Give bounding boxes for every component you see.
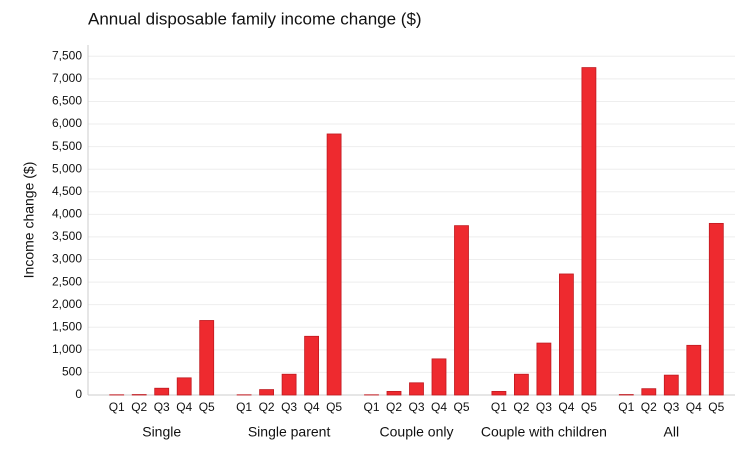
x-tick-label: Q1 xyxy=(363,400,379,414)
bar xyxy=(304,335,320,396)
bar xyxy=(386,390,402,396)
bar xyxy=(686,344,702,396)
y-tick-label: 6,500 xyxy=(52,94,82,108)
x-tick-label: Q4 xyxy=(304,400,320,414)
bar xyxy=(514,373,529,396)
x-tick-label: Q4 xyxy=(558,400,574,414)
x-tick-label: Q1 xyxy=(109,400,125,414)
bar xyxy=(326,133,342,396)
bar xyxy=(559,273,574,396)
y-tick-label: 7,000 xyxy=(52,71,82,85)
x-tick-label: Q1 xyxy=(618,400,634,414)
bar xyxy=(491,390,507,396)
y-tick-label: 3,000 xyxy=(52,252,82,266)
group-label: Single xyxy=(142,424,181,440)
x-tick-label: Q1 xyxy=(491,400,507,414)
chart-title: Annual disposable family income change (… xyxy=(88,9,422,28)
y-tick-label: 4,500 xyxy=(52,184,82,198)
bar xyxy=(281,373,297,396)
x-tick-label: Q2 xyxy=(259,400,275,414)
bar xyxy=(199,320,215,396)
x-tick-label: Q3 xyxy=(663,400,679,414)
x-tick-label: Q4 xyxy=(176,400,192,414)
x-tick-label: Q4 xyxy=(686,400,702,414)
x-tick-label: Q2 xyxy=(131,400,147,414)
x-tick-label: Q3 xyxy=(408,400,424,414)
y-tick-label: 500 xyxy=(62,365,82,379)
y-tick-label: 1,500 xyxy=(52,319,82,333)
y-tick-label: 7,500 xyxy=(52,48,82,62)
x-tick-label: Q5 xyxy=(326,400,342,414)
x-tick-label: Q5 xyxy=(453,400,469,414)
x-tick-label: Q5 xyxy=(581,400,597,414)
x-tick-label: Q2 xyxy=(513,400,529,414)
bar xyxy=(154,387,170,396)
y-tick-label: 1,000 xyxy=(52,342,82,356)
group-label: Single parent xyxy=(248,424,331,440)
y-tick-label: 5,500 xyxy=(52,139,82,153)
y-tick-label: 3,500 xyxy=(52,229,82,243)
bar xyxy=(176,377,192,396)
bar xyxy=(663,374,679,396)
x-tick-label: Q3 xyxy=(154,400,170,414)
bar xyxy=(259,389,275,396)
group-label: Couple with children xyxy=(481,424,607,440)
bar xyxy=(581,67,597,396)
bar xyxy=(708,222,724,396)
x-tick-label: Q5 xyxy=(199,400,215,414)
y-tick-label: 2,500 xyxy=(52,274,82,288)
x-tick-label: Q2 xyxy=(641,400,657,414)
group-label: All xyxy=(664,424,680,440)
x-tick-label: Q4 xyxy=(431,400,447,414)
x-tick-label: Q1 xyxy=(236,400,252,414)
y-tick-label: 4,000 xyxy=(52,207,82,221)
bar xyxy=(409,382,424,396)
y-tick-label: 6,000 xyxy=(52,116,82,130)
bar xyxy=(641,388,657,396)
group-label: Couple only xyxy=(380,424,454,440)
y-tick-label: 5,000 xyxy=(52,161,82,175)
bar xyxy=(536,342,552,396)
bar xyxy=(454,225,469,396)
x-tick-label: Q3 xyxy=(281,400,297,414)
y-tick-label: 2,000 xyxy=(52,297,82,311)
bar xyxy=(431,358,447,396)
y-tick-label: 0 xyxy=(75,387,82,401)
x-tick-label: Q5 xyxy=(708,400,724,414)
x-tick-label: Q2 xyxy=(386,400,402,414)
y-axis-label: Income change ($) xyxy=(21,162,37,279)
x-tick-label: Q3 xyxy=(536,400,552,414)
